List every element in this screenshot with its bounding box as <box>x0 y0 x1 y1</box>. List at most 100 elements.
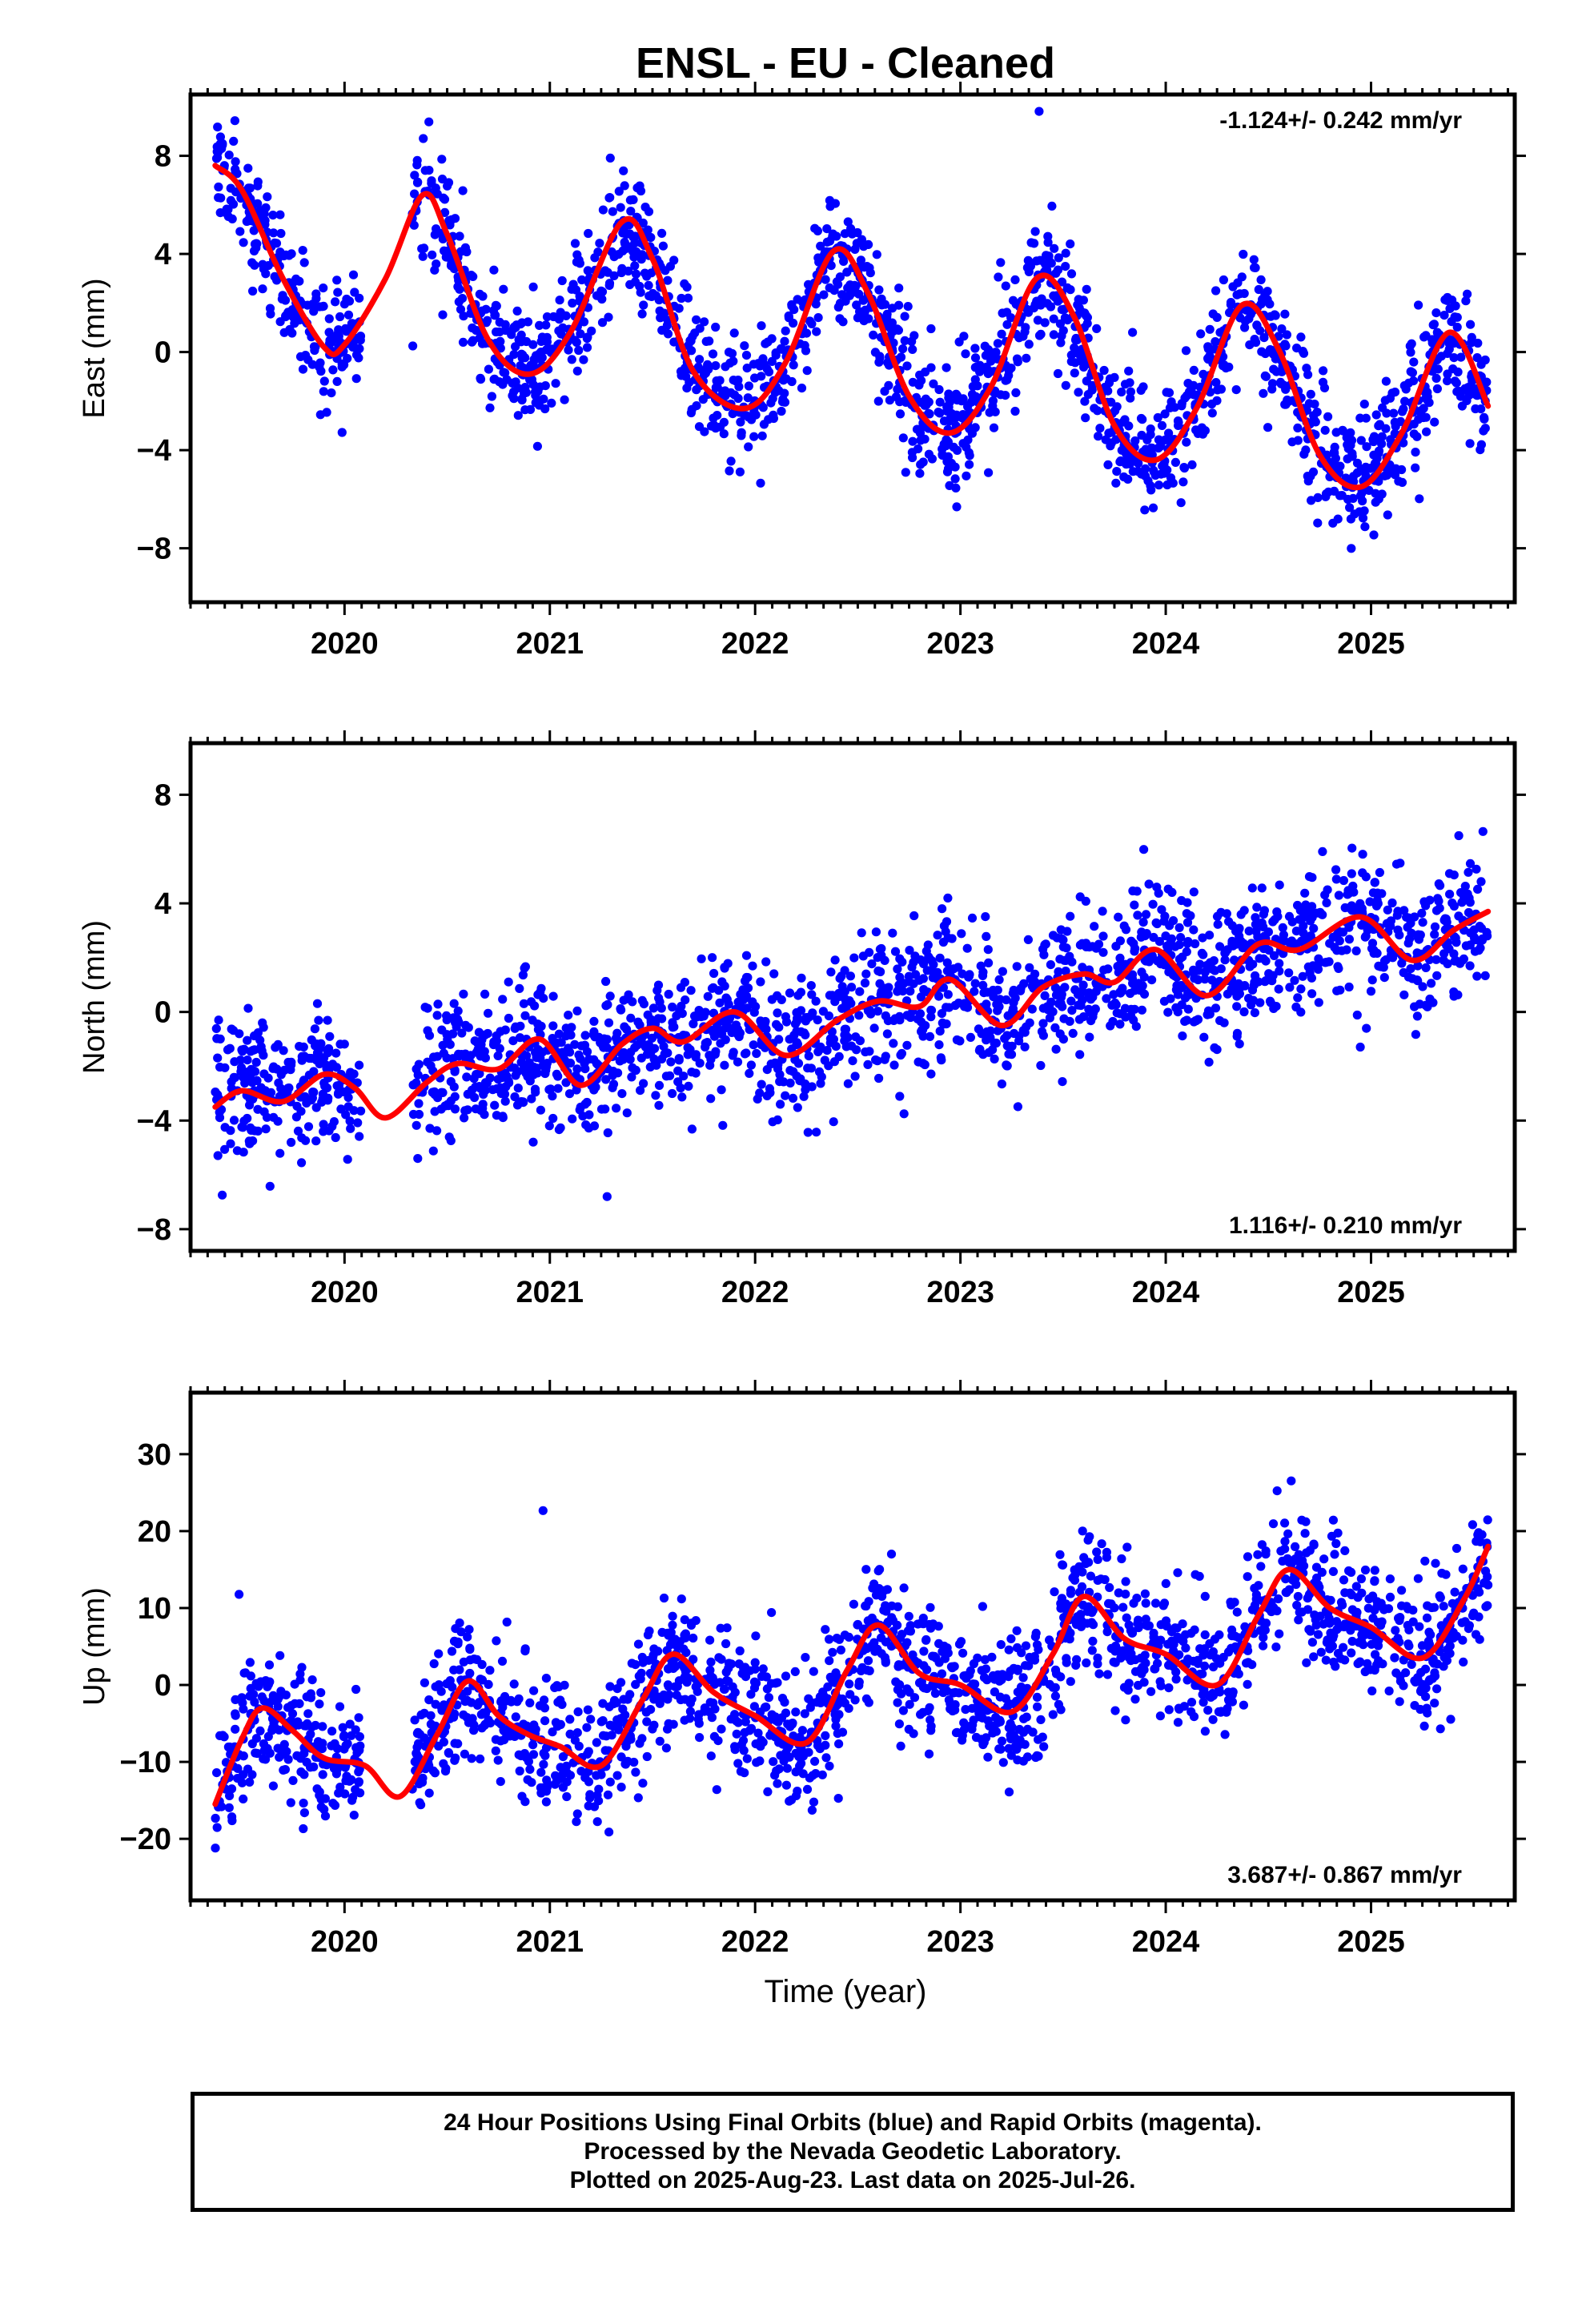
data-point <box>1008 1003 1018 1014</box>
data-point <box>1400 396 1410 406</box>
data-point <box>1154 888 1163 898</box>
data-point <box>965 460 974 469</box>
data-point <box>1308 467 1319 477</box>
data-point <box>258 284 267 294</box>
data-point <box>942 402 952 412</box>
data-point <box>251 1057 261 1068</box>
data-point <box>767 995 777 1004</box>
data-point <box>945 480 954 491</box>
data-point <box>700 317 709 327</box>
data-point <box>251 1734 261 1743</box>
data-point <box>1020 327 1030 336</box>
data-point <box>843 217 853 227</box>
data-point <box>725 358 735 368</box>
data-point <box>528 1750 539 1759</box>
data-point <box>1419 1721 1429 1731</box>
data-point <box>1227 936 1237 946</box>
data-point <box>935 953 945 963</box>
data-point <box>424 1788 434 1798</box>
data-point <box>307 1675 317 1685</box>
data-point <box>720 963 729 972</box>
y-tick-label: −8 <box>137 533 171 566</box>
data-point <box>832 231 841 241</box>
data-point <box>757 321 766 331</box>
data-point <box>625 195 636 205</box>
data-point <box>1205 931 1215 940</box>
data-point <box>1386 435 1395 444</box>
data-point <box>1163 1007 1173 1017</box>
data-point <box>895 972 905 982</box>
data-point <box>1140 1589 1150 1598</box>
data-point <box>662 320 673 330</box>
data-point <box>897 957 907 967</box>
data-point <box>1115 936 1125 946</box>
data-point <box>298 246 307 255</box>
data-point <box>1367 975 1377 985</box>
data-point <box>1041 939 1050 949</box>
data-point <box>432 259 441 269</box>
data-point <box>917 376 926 385</box>
data-point <box>1277 324 1287 334</box>
data-point <box>492 327 501 337</box>
data-point <box>437 155 447 164</box>
data-point <box>1144 879 1154 889</box>
data-point <box>1078 980 1088 990</box>
data-point <box>231 157 240 167</box>
data-point <box>1189 925 1199 935</box>
data-point <box>322 408 331 417</box>
data-point <box>1030 239 1039 248</box>
data-point <box>990 348 1000 357</box>
data-point <box>852 1045 861 1055</box>
data-point <box>1134 458 1143 468</box>
data-point <box>269 1112 279 1122</box>
data-point <box>657 1014 667 1023</box>
data-point <box>1004 1787 1014 1797</box>
data-point <box>522 1051 532 1060</box>
data-point <box>853 227 862 238</box>
data-point <box>1238 943 1247 953</box>
data-point <box>345 1116 355 1126</box>
data-point <box>1443 376 1452 386</box>
data-point <box>1200 975 1210 984</box>
data-point <box>941 927 950 936</box>
data-point <box>807 990 817 999</box>
data-point <box>1036 1060 1046 1071</box>
data-point <box>286 1798 295 1807</box>
data-point <box>690 1011 700 1021</box>
data-point <box>331 1063 342 1072</box>
data-point <box>717 1085 726 1095</box>
data-point <box>1306 389 1315 399</box>
data-point <box>604 312 613 322</box>
data-point <box>268 211 278 220</box>
data-point <box>954 998 963 1008</box>
data-point <box>1367 939 1378 948</box>
data-point <box>241 1072 251 1082</box>
data-point <box>1230 955 1239 965</box>
data-point <box>882 309 892 319</box>
data-point <box>515 983 524 993</box>
data-point <box>519 1098 528 1108</box>
data-point <box>1257 883 1267 893</box>
data-point <box>711 424 721 433</box>
data-point <box>1275 967 1284 976</box>
data-point <box>926 1006 937 1015</box>
data-point <box>812 1128 821 1137</box>
data-point <box>469 1074 479 1084</box>
data-point <box>1451 955 1460 965</box>
data-point <box>215 1113 225 1123</box>
data-point <box>829 1117 838 1127</box>
data-point <box>572 1006 582 1015</box>
data-point <box>1337 946 1347 955</box>
data-point <box>584 1110 594 1120</box>
data-point <box>740 341 749 351</box>
data-point <box>1164 388 1174 397</box>
data-point <box>1472 353 1482 363</box>
data-point <box>811 300 821 309</box>
data-point <box>355 344 364 353</box>
data-point <box>582 1723 592 1732</box>
data-point <box>741 1048 751 1058</box>
data-point <box>513 1067 523 1076</box>
data-point <box>429 1052 439 1062</box>
data-point <box>1427 335 1437 344</box>
data-point <box>1137 983 1146 992</box>
